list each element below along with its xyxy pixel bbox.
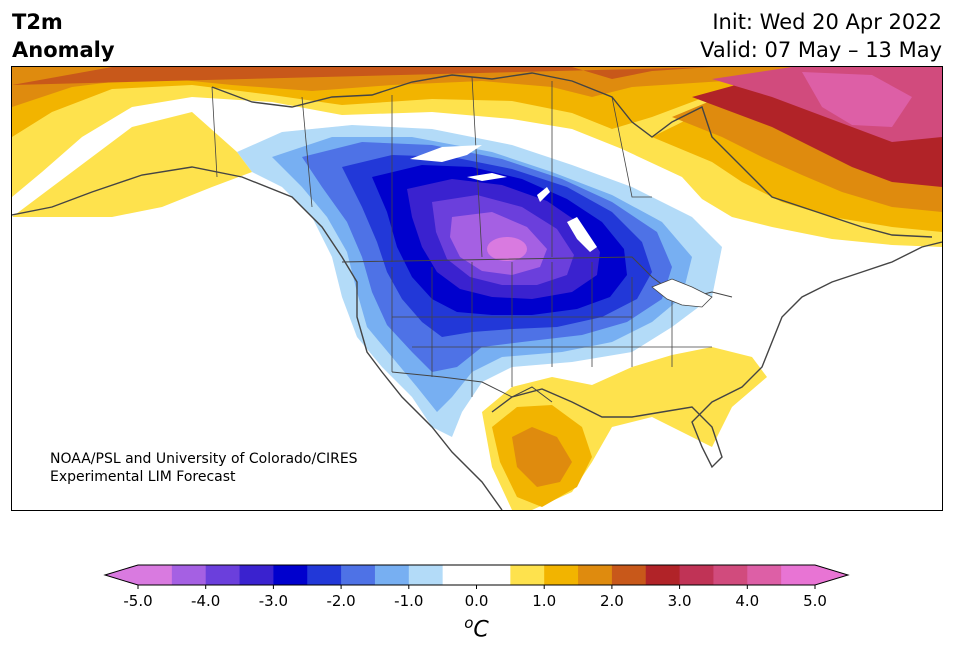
colorbar-segment — [713, 565, 748, 585]
lake-winnipeg — [567, 217, 597, 252]
unit-letter: C — [473, 617, 489, 643]
lake-athabasca — [537, 187, 550, 202]
colorbar-segment — [273, 565, 308, 585]
province-lines — [211, 76, 652, 262]
colorbar-segment — [442, 565, 477, 585]
forecast-dates: Init: Wed 20 Apr 2022 Valid: 07 May – 13… — [700, 8, 942, 64]
colorbar-tick-label: 5.0 — [803, 592, 827, 610]
colorbar-segment — [239, 565, 274, 585]
colorbar-segment — [476, 565, 511, 585]
colorbar-segment — [374, 565, 410, 585]
map-canvas — [12, 67, 942, 510]
colorbar-segment — [408, 565, 444, 585]
colorbar-segment — [341, 565, 376, 585]
colorbar: -5.0 -4.0 -3.0 -2.0 -1.0 0.0 1.0 2.0 3.0 4.0 5.0 — [0, 560, 953, 656]
warm-canada-east-6 — [802, 72, 912, 127]
warm-west-sliver — [12, 112, 252, 217]
colorbar-segment — [679, 565, 714, 585]
title-line-2: Anomaly — [12, 38, 115, 62]
init-date: Init: Wed 20 Apr 2022 — [712, 10, 942, 34]
colorbar-tick-label: -2.0 — [326, 592, 355, 610]
border-us-mexico — [391, 371, 553, 403]
great-bear-lake — [410, 145, 482, 162]
coastline — [12, 166, 503, 510]
colorbar-segment — [781, 565, 816, 585]
colorbar-segment — [544, 565, 579, 585]
coastline-gulf — [491, 241, 942, 469]
warm-north-band-4 — [12, 67, 712, 85]
colorbar-under-arrow — [105, 565, 138, 585]
colorbar-segment — [138, 565, 173, 585]
colorbar-tick-label: -5.0 — [123, 592, 152, 610]
colorbar-over-arrow — [815, 565, 848, 585]
credit-line-1: NOAA/PSL and University of Colorado/CIRE… — [50, 451, 358, 467]
valid-range: Valid: 07 May – 13 May — [700, 38, 942, 62]
colorbar-segment — [307, 565, 342, 585]
title-line-1: T2m — [12, 10, 63, 34]
colorbar-tick-label: 0.0 — [465, 592, 489, 610]
colorbar-segment — [645, 565, 681, 585]
colorbar-svg: -5.0 -4.0 -3.0 -2.0 -1.0 0.0 1.0 2.0 3.0 4.0 5.0 — [103, 564, 850, 610]
colorbar-unit: oC — [0, 614, 953, 642]
anomaly-map: NOAA/PSL and University of Colorado/CIRE… — [11, 66, 943, 511]
state-lines — [391, 262, 712, 397]
colorbar-segment — [205, 565, 241, 585]
credit-line-2: Experimental LIM Forecast — [50, 469, 236, 485]
colorbar-tick-label: 4.0 — [735, 592, 759, 610]
colorbar-segment — [510, 565, 545, 585]
colorbar-segment — [578, 565, 613, 585]
colorbar-tick-label: 3.0 — [668, 592, 692, 610]
coastline-north — [211, 72, 933, 238]
credit-text: NOAA/PSL and University of Colorado/CIRE… — [50, 450, 358, 486]
great-slave-lake — [467, 173, 507, 181]
unit-degree: o — [464, 614, 474, 632]
colorbar-segment — [747, 565, 782, 585]
map-title: T2m Anomaly — [12, 8, 115, 64]
colorbar-segment — [171, 565, 207, 585]
colorbar-segment — [611, 565, 647, 585]
colorbar-tick-label: -4.0 — [191, 592, 220, 610]
warm-south-3 — [512, 427, 572, 487]
colorbar-tick-label: -3.0 — [259, 592, 288, 610]
cold-core — [487, 237, 527, 261]
colorbar-tick-label: 1.0 — [532, 592, 556, 610]
great-lakes — [651, 278, 713, 308]
colorbar-tick-label: 2.0 — [600, 592, 624, 610]
colorbar-tick-label: -1.0 — [394, 592, 423, 610]
